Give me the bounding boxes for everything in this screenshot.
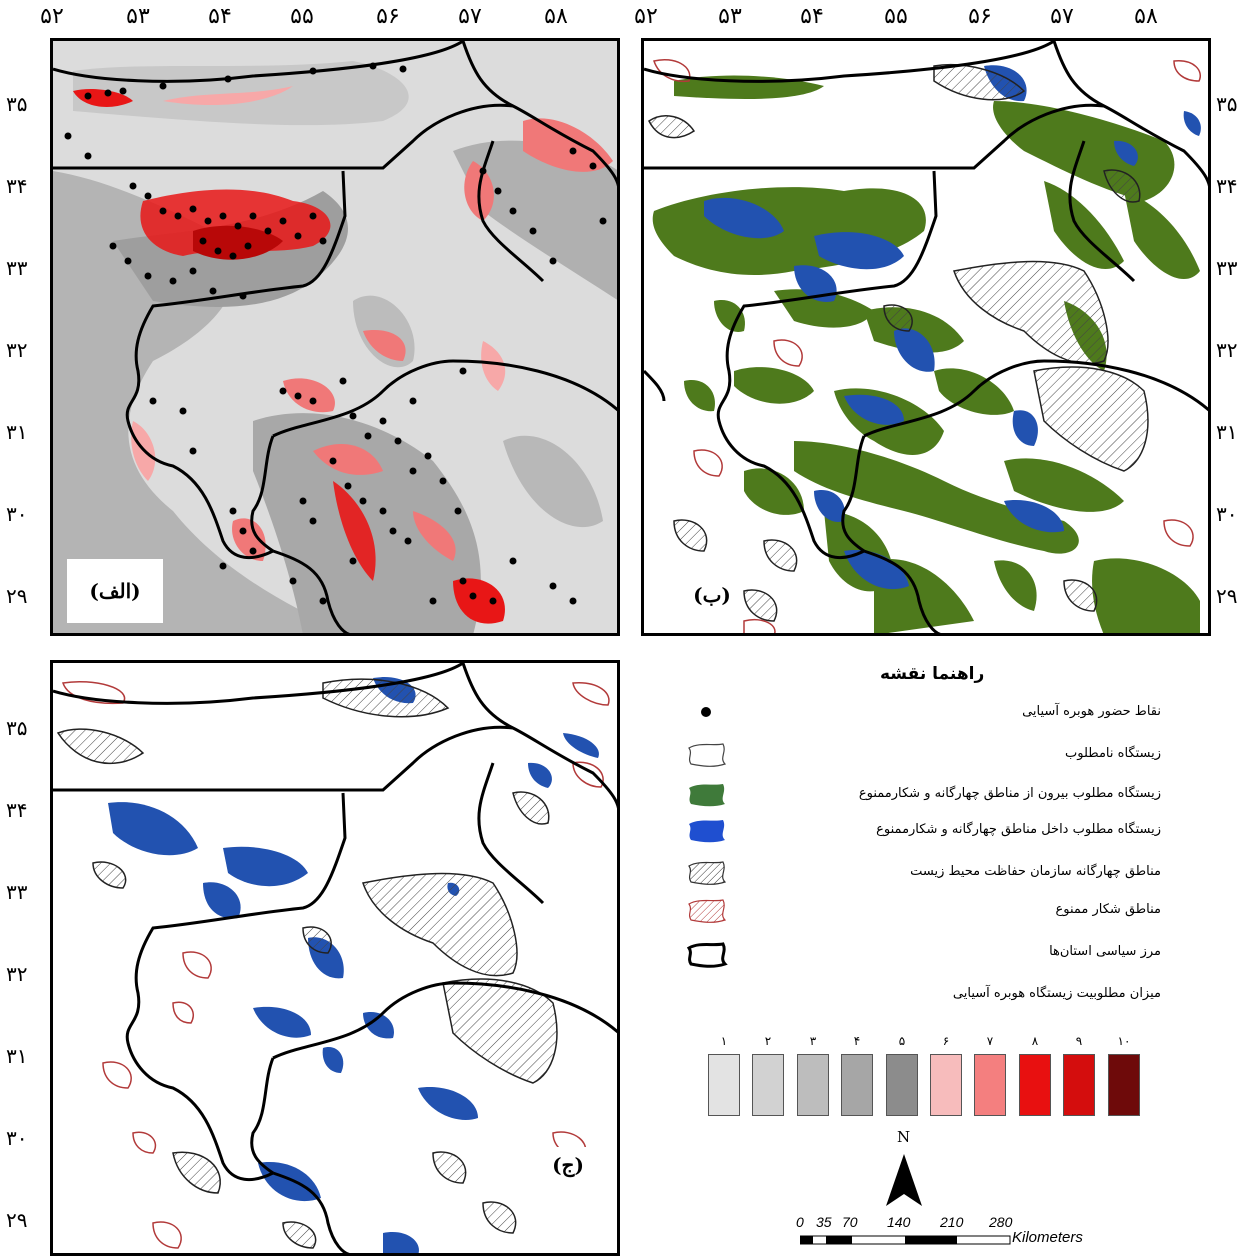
lon-tick: ۵۷ (1042, 4, 1082, 29)
lon-tick: ۵۵ (876, 4, 916, 29)
scale-tick: 70 (842, 1214, 858, 1230)
panel-label-a: (الف) (67, 559, 163, 623)
suitability-scale-swatch (930, 1054, 962, 1116)
lat-tick: ۳۳ (6, 256, 27, 280)
suitable-outside-icon (683, 780, 729, 810)
lat-tick: ۳۰ (6, 1126, 27, 1150)
legend-item-suitable-outside: زیستگاه مطلوب بیرون از مناطق چهارگانه و … (859, 786, 1161, 801)
scale-tick: 280 (989, 1214, 1012, 1230)
map-panel-c: (ج) (50, 660, 620, 1256)
legend-item-suitability: میزان مطلوبیت زیستگاه هوبره آسیایی (953, 986, 1161, 1001)
lat-tick: ۳۱ (1216, 420, 1237, 444)
suitability-map-c (53, 663, 619, 1255)
lat-tick: ۳۳ (1216, 256, 1237, 280)
lon-tick: ۵۴ (200, 4, 240, 29)
unsuitable-habitat-icon (683, 740, 729, 770)
suitability-map-b (644, 41, 1210, 635)
suitability-scale-label: ۶ (930, 1034, 962, 1048)
lat-tick: ۳۲ (1216, 338, 1237, 362)
suitability-scale-swatch (1019, 1054, 1051, 1116)
suitability-scale-swatch (797, 1054, 829, 1116)
presence-point-icon (683, 698, 729, 728)
north-label: N (897, 1128, 910, 1146)
suitability-scale-swatch (841, 1054, 873, 1116)
lat-tick: ۳۰ (1216, 502, 1237, 526)
map-panel-a: (الف) (50, 38, 620, 636)
lat-tick: ۳۱ (6, 420, 27, 444)
suitability-scale-swatch (1108, 1054, 1140, 1116)
lon-tick: ۵۶ (368, 4, 408, 29)
lat-tick: ۲۹ (6, 1208, 27, 1232)
legend-item-presence: نقاط حضور هوبره آسیایی (1022, 704, 1161, 719)
lon-tick: ۵۸ (536, 4, 576, 29)
lat-tick: ۳۵ (1216, 92, 1237, 116)
panel-label-c: (ج) (548, 1147, 588, 1183)
lat-tick: ۳۵ (6, 92, 27, 116)
legend-item-hunting-ban: مناطق شکار ممنوع (1056, 902, 1162, 917)
suitability-scale-label: ۸ (1019, 1034, 1051, 1048)
scale-unit: Kilometers (1012, 1229, 1083, 1246)
north-arrow-icon (884, 1150, 924, 1210)
suitability-scale-swatch (708, 1054, 740, 1116)
panel-label-b: (ب) (688, 577, 736, 613)
legend-item-suitable-inside: زیستگاه مطلوب داخل مناطق چهارگانه و شکار… (876, 822, 1161, 837)
lon-tick: ۵۳ (710, 4, 750, 29)
suitability-scale-label: ۲ (752, 1034, 784, 1048)
lat-tick: ۳۴ (1216, 174, 1237, 198)
conservation-area-icon (683, 858, 729, 888)
lon-tick: ۵۸ (1126, 4, 1166, 29)
legend-item-unsuitable: زیستگاه نامطلوب (1065, 746, 1161, 761)
suitability-scale-label: ۱۰ (1108, 1034, 1140, 1048)
suitability-scale-swatch (974, 1054, 1006, 1116)
suitability-scale-label: ۳ (797, 1034, 829, 1048)
scale-tick: 0 (796, 1214, 804, 1230)
scale-bar-graphic (800, 1234, 1012, 1246)
lat-tick: ۳۲ (6, 338, 27, 362)
suitability-scale-label: ۴ (841, 1034, 873, 1048)
legend-title: راهنما نقشه (880, 664, 984, 684)
lon-tick: ۵۶ (960, 4, 1000, 29)
lat-tick: ۳۰ (6, 502, 27, 526)
suitability-scale-swatch (886, 1054, 918, 1116)
legend-item-boundary: مرز سیاسی استان‌ها (1049, 944, 1161, 959)
hunting-ban-icon (683, 896, 729, 926)
map-panel-b: (ب) (641, 38, 1211, 636)
lon-tick: ۵۴ (792, 4, 832, 29)
lat-tick: ۳۴ (6, 798, 27, 822)
suitability-scale-label: ۱ (708, 1034, 740, 1048)
scale-tick: 140 (887, 1214, 910, 1230)
suitability-scale-label: ۵ (886, 1034, 918, 1048)
scale-tick: 35 (816, 1214, 832, 1230)
lat-tick: ۳۳ (6, 880, 27, 904)
lat-tick: ۳۵ (6, 716, 27, 740)
lon-tick: ۵۵ (282, 4, 322, 29)
lat-tick: ۳۱ (6, 1044, 27, 1068)
lat-tick: ۳۴ (6, 174, 27, 198)
lat-tick: ۲۹ (1216, 584, 1237, 608)
suitability-map-a (53, 41, 619, 635)
suitability-scale-label: ۷ (974, 1034, 1006, 1048)
suitability-scale-swatch (1063, 1054, 1095, 1116)
lat-tick: ۳۲ (6, 962, 27, 986)
suitability-scale-swatch (752, 1054, 784, 1116)
suitable-inside-icon (683, 816, 729, 846)
suitability-scale-label: ۹ (1063, 1034, 1095, 1048)
lat-tick: ۲۹ (6, 584, 27, 608)
lon-tick: ۵۲ (32, 4, 72, 29)
lon-tick: ۵۲ (626, 4, 666, 29)
lon-tick: ۵۳ (118, 4, 158, 29)
scale-tick: 210 (940, 1214, 963, 1230)
province-boundary-icon (683, 940, 729, 970)
legend-item-conservation: مناطق چهارگانه سازمان حفاظت محیط زیست (910, 864, 1161, 879)
lon-tick: ۵۷ (450, 4, 490, 29)
